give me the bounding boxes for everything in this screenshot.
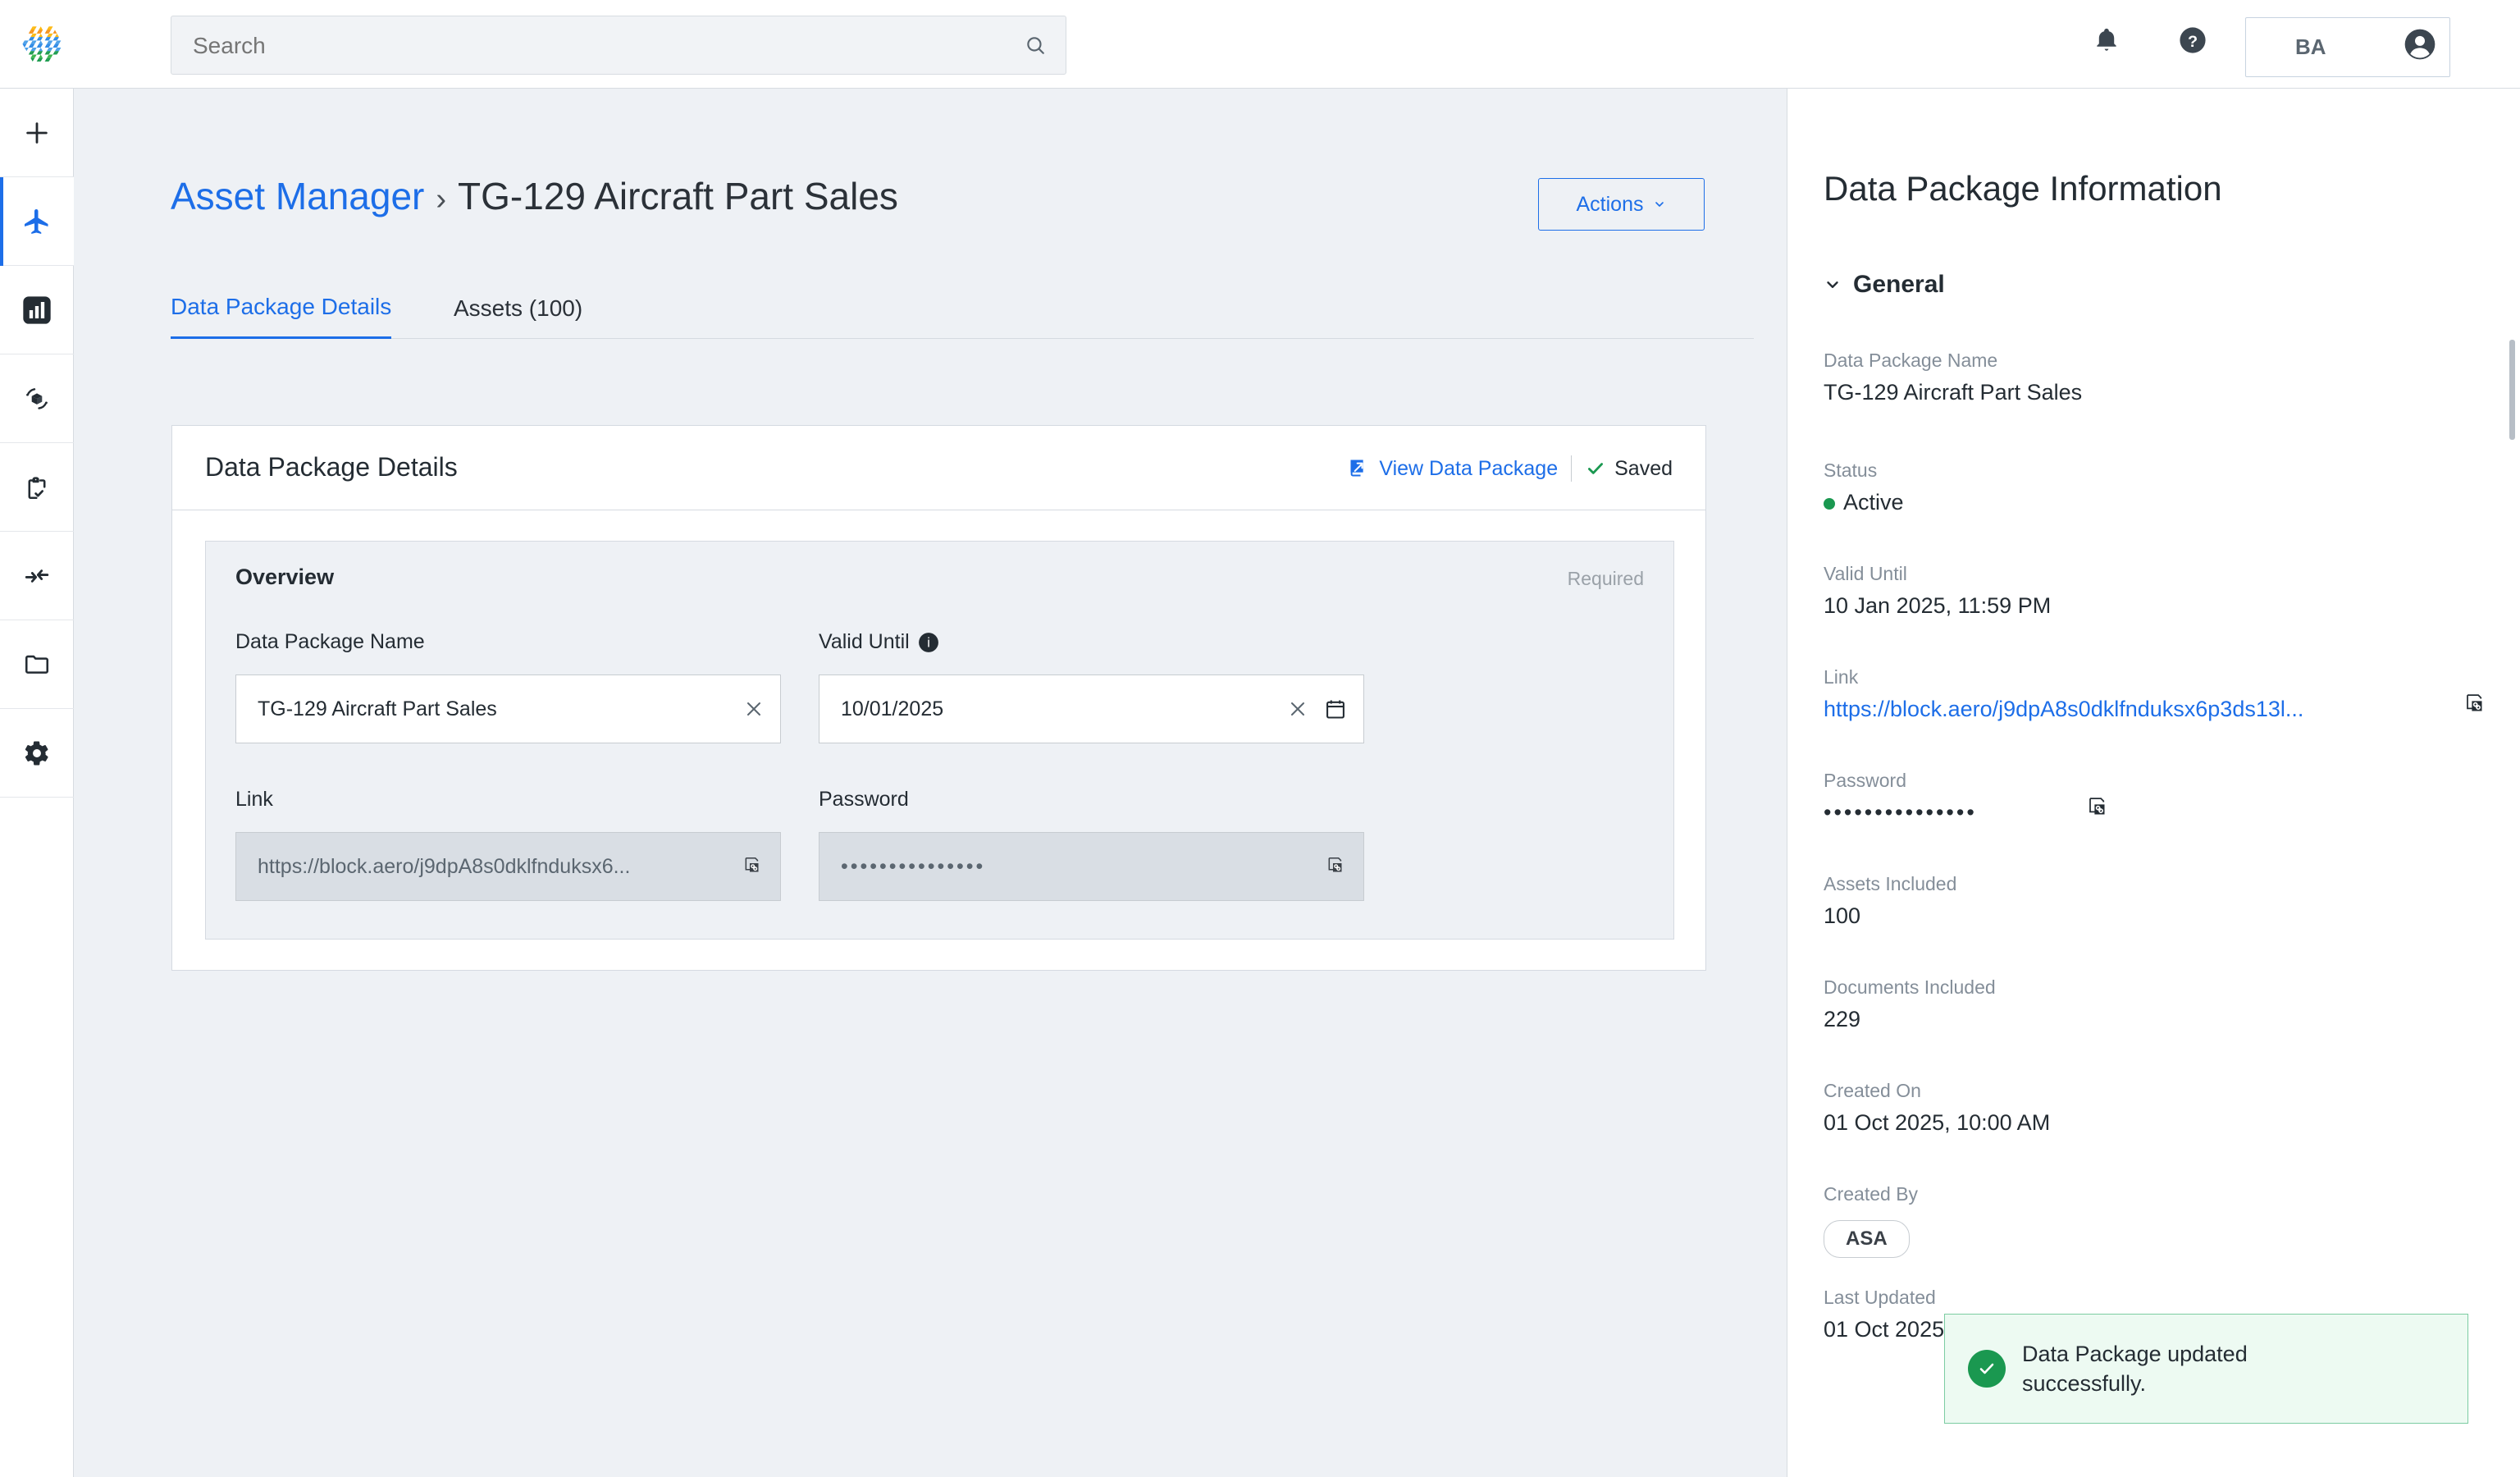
svg-text:?: ?	[2188, 33, 2198, 51]
svg-text:i: i	[927, 635, 930, 650]
